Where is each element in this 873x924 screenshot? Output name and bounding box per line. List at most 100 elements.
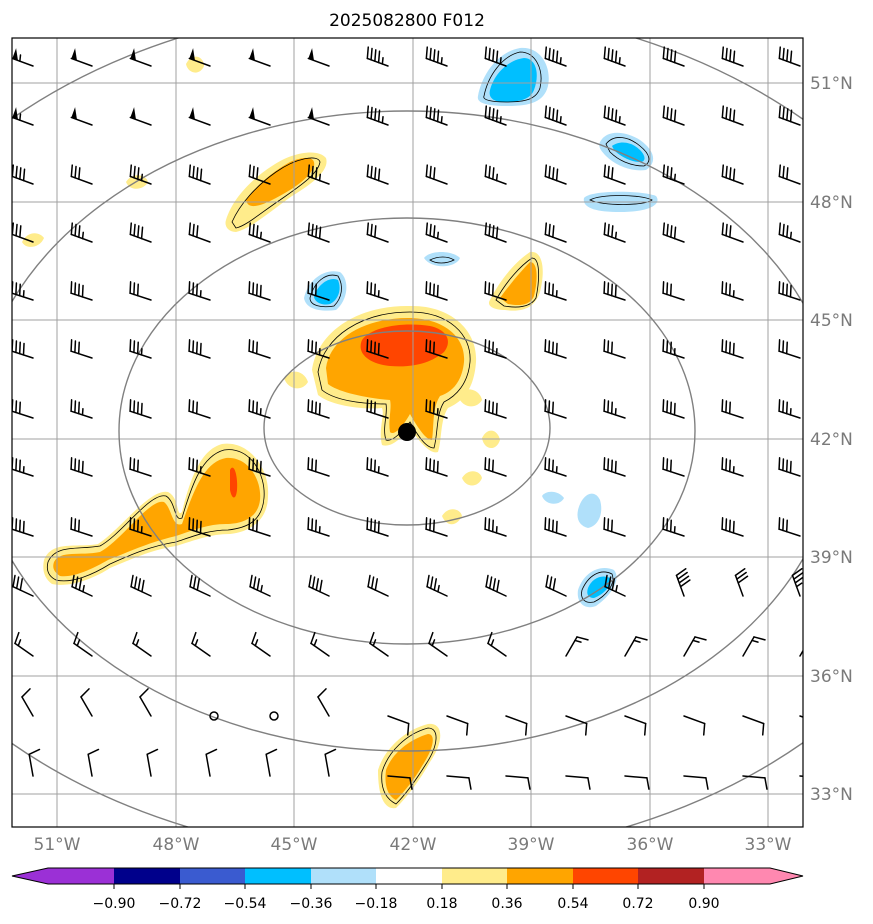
wind-barb [70,339,93,359]
colorbar-segment-low-extend [12,868,48,884]
wind-barb [505,715,528,736]
colorbar-tick-label: 0.18 [426,896,457,912]
colorbar-tick-label: 0.36 [491,896,522,912]
wind-barb [80,688,93,717]
range-rings [12,38,803,827]
wind-barb [662,339,685,359]
wind-barb [791,567,803,597]
wind-barb [426,574,448,597]
wind-barb [188,48,211,67]
wind-barb [129,457,152,477]
wind-barb [139,688,152,717]
lon-label: 42°W [390,835,437,855]
wind-barb [188,107,211,126]
wind-barb [544,281,567,301]
wind-barb [307,164,330,185]
wind-barb [603,164,626,185]
wind-barb [129,517,152,537]
wind-barb [205,748,218,777]
wind-barb [425,517,448,537]
wind-barb [603,281,626,301]
positive-region-northwest-mid [246,157,315,207]
wind-barb [366,457,389,477]
colorbar-segment-high-extend [770,868,803,884]
wind-barb [248,107,271,126]
wind-barb [565,636,589,657]
wind-barb [366,46,389,67]
wind-barb [425,281,448,301]
wind-barb [484,339,507,359]
colorbar-outline [11,867,804,885]
wind-barb [425,164,448,185]
wind-barb [544,164,567,185]
colorbar-tick-label: −0.90 [93,896,136,912]
wind-barb [484,517,507,537]
wind-barb [21,688,34,717]
wind-barb [565,715,588,736]
positive-region-southwest-high [230,467,238,498]
wind-barb [721,281,744,301]
wind-barb [366,399,389,419]
wind-barb [721,222,744,243]
wind-barb [310,631,330,657]
wind-barb [387,715,410,736]
colorbar-segment [48,868,114,884]
wind-barb [662,105,685,126]
wind-barb [603,46,626,67]
wind-barb [662,399,685,419]
negative-region-small [424,252,460,267]
colorbar-tick-label: 0.54 [557,896,588,912]
wind-barb [188,339,211,359]
wind-barb [662,222,685,243]
wind-barb [307,281,330,301]
wind-barb [721,457,744,477]
colorbar-segment [311,868,376,884]
wind-barb [366,339,389,359]
colorbar-segment [507,868,573,884]
lat-label: 42°N [810,430,853,450]
range-ring [263,330,551,526]
wind-barb [70,48,93,67]
wind-barb [428,631,448,657]
wind-barb [624,775,650,790]
wind-barb [387,775,413,790]
wind-barb [265,748,278,777]
wind-barb [367,574,389,597]
wind-barb [307,48,330,67]
wind-barb [484,399,507,419]
lat-label: 33°N [810,785,853,805]
lon-label: 39°W [508,835,555,855]
wind-barb [603,457,626,477]
wind-barb [603,517,626,537]
negative-region-north-mid [489,58,537,102]
wind-barb [129,164,152,185]
negative-region-south-east-mid [587,576,611,598]
lon-label: 33°W [745,835,792,855]
wind-barb [14,631,34,657]
wind-barb [129,222,152,243]
positive-spot [284,371,308,389]
wind-barb [129,48,152,67]
wind-barb [721,399,744,419]
wind-barb [132,631,152,657]
positive-spot [458,389,482,407]
wind-barb [366,164,389,185]
wind-barb [425,105,448,126]
wind-barb [307,107,330,126]
wind-barb [662,457,685,477]
wind-barb [742,775,768,790]
wind-barbs-layer [12,46,803,790]
wind-barb [778,105,801,126]
wind-barb [544,222,567,243]
wind-barb [425,46,448,67]
wind-barb [87,748,100,777]
wind-barb [248,164,271,185]
wind-barb [446,715,469,736]
wind-barb [366,517,389,537]
wind-barb [603,222,626,243]
wind-barb [71,574,93,597]
colorbar-segment [442,868,507,884]
lon-label: 48°W [153,835,200,855]
wind-barb [307,457,330,477]
